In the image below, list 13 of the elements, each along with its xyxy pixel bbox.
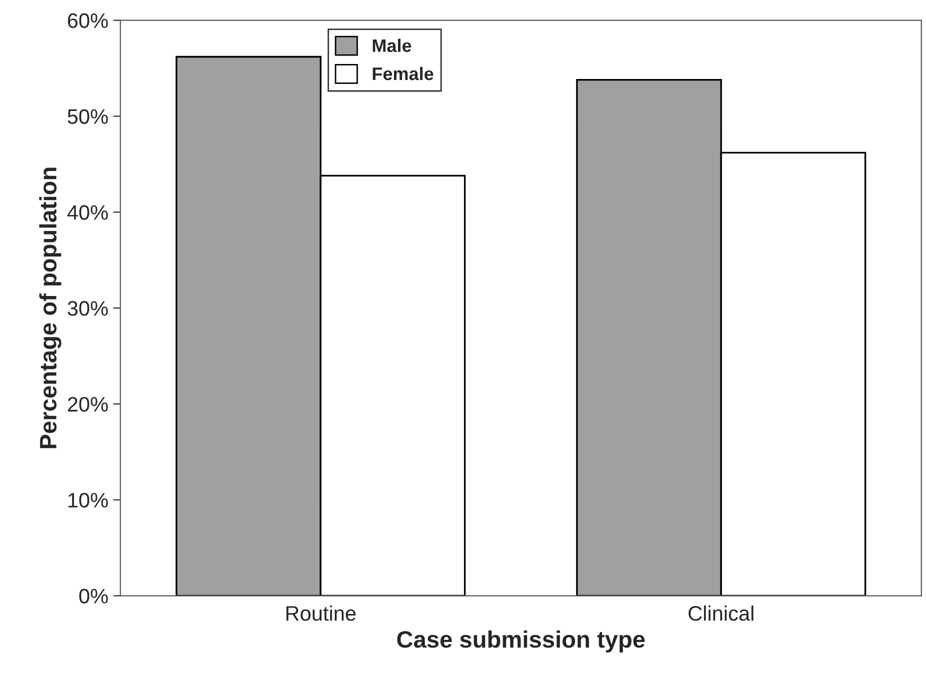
y-tick-label: 40%	[67, 205, 108, 220]
y-tick-label: 50%	[68, 109, 108, 124]
y-tick-label: 30%	[68, 301, 108, 316]
y-tick-label: 60%	[68, 13, 108, 28]
y-axis-title: Percentage of population	[39, 168, 62, 448]
y-tick-label: 20%	[68, 396, 108, 412]
x-axis-title: Case submission type	[397, 630, 645, 652]
x-tick-label: Clinical	[688, 605, 754, 621]
x-tick-label: Routine	[286, 605, 356, 621]
legend-label: Female	[372, 66, 434, 80]
legend-label: Male	[372, 38, 412, 52]
y-tick-label: 0%	[79, 588, 108, 604]
y-tick-label: 10%	[68, 492, 108, 508]
